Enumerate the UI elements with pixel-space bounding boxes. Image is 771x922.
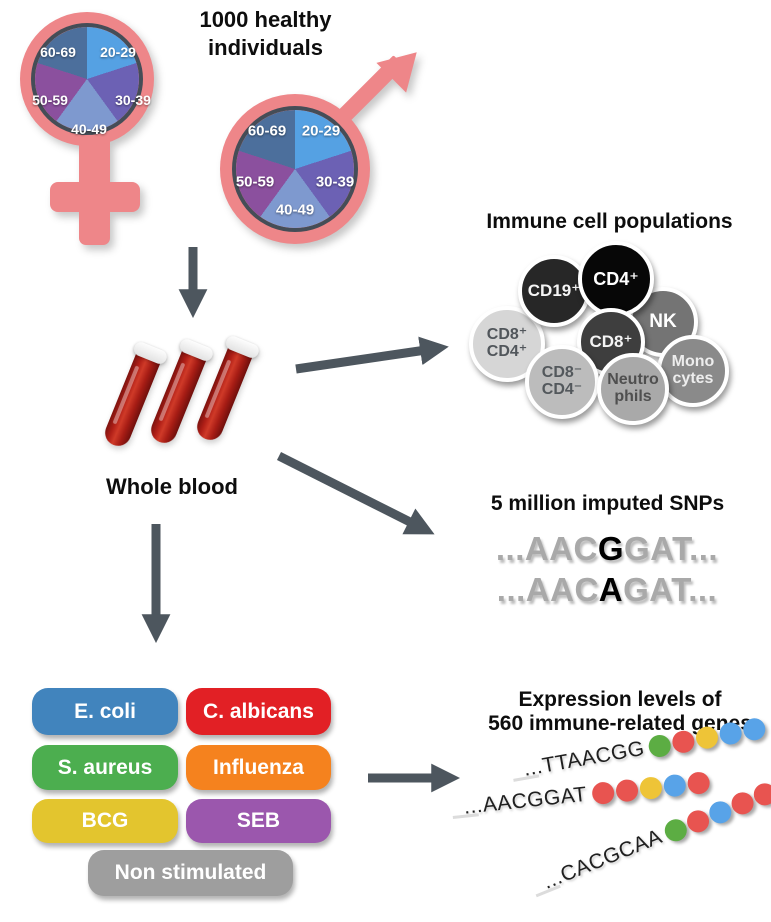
female-symbol-crossbar: [50, 182, 140, 212]
snp-prefix: ...AAC: [496, 571, 599, 608]
cell-neutrophils: Neutro phils: [597, 353, 669, 425]
female-age-pie: [35, 27, 139, 131]
red-expression-dot: [671, 728, 697, 755]
snp-suffix: GAT...: [623, 571, 718, 608]
age-label-40-49: 40-49: [275, 201, 315, 219]
gene-sequence-row: ...AACGGAT: [451, 770, 711, 821]
immune-cells-title: Immune cell populations: [486, 210, 733, 233]
female-pie-ring: [31, 23, 143, 135]
age-label-50-59: 50-59: [32, 92, 68, 108]
age-label-30-39: 30-39: [315, 173, 355, 191]
male-age-pie: [236, 110, 354, 228]
cell-cd19pos: CD19⁺: [518, 255, 590, 327]
age-label-60-69: 60-69: [247, 122, 287, 140]
stimulus-non-stimulated: Non stimulated: [88, 850, 293, 896]
gene-sequence-text: ...TTAACGG: [521, 736, 647, 781]
snp-sequence-alternate: ...AACAGAT...: [452, 571, 762, 609]
green-expression-dot: [647, 733, 673, 759]
female-symbol: 20-29 30-39 40-49 50-59 60-69: [18, 10, 168, 250]
cell-monocytes: Mono cytes: [657, 335, 729, 407]
snp-suffix: GAT...: [624, 530, 719, 567]
snps-title: 5 million imputed SNPs: [490, 492, 725, 515]
age-label-20-29: 20-29: [100, 44, 136, 60]
cell-cd8neg-cd4neg: CD8⁻ CD4⁻: [525, 345, 599, 419]
stimulus-e-coli: E. coli: [32, 688, 178, 735]
red-expression-dot: [590, 781, 615, 806]
stimulus-s-aureus: S. aureus: [32, 745, 178, 790]
stimulus-influenza: Influenza: [186, 745, 331, 790]
stimulus-seb: SEB: [186, 799, 331, 843]
snp-sequence-reference: ...AACGGAT...: [452, 530, 762, 568]
arrow-blood-to-cells: [295, 336, 449, 374]
stimulus-bcg: BCG: [32, 799, 178, 843]
stimulus-c-albicans: C. albicans: [186, 688, 331, 735]
male-pie-ring: [232, 106, 358, 232]
age-label-50-59: 50-59: [235, 173, 275, 191]
whole-blood-label: Whole blood: [106, 474, 238, 499]
red-expression-dot: [614, 778, 639, 803]
blue-expression-dot: [662, 773, 687, 798]
blue-expression-dot: [741, 716, 768, 742]
expression-dots: [589, 771, 711, 806]
snp-variant-letter: A: [598, 571, 624, 608]
gene-sequence-text: ...AACGGAT: [462, 782, 589, 819]
yellow-expression-dot: [694, 724, 721, 751]
yellow-expression-dot: [638, 776, 663, 801]
male-symbol: 20-29 30-39 40-49 50-59 60-69: [218, 37, 433, 251]
cell-cd4pos: CD4⁺: [578, 241, 654, 317]
age-label-20-29: 20-29: [301, 122, 341, 140]
arrow-blood-to-snps: [276, 451, 435, 535]
snp-variant-letter: G: [597, 530, 625, 567]
cohort-title: 1000 healthy individuals: [199, 7, 332, 60]
age-label-60-69: 60-69: [40, 44, 76, 60]
blue-expression-dot: [718, 720, 744, 747]
red-expression-dot: [686, 771, 711, 796]
snp-prefix: ...AAC: [495, 530, 598, 567]
age-label-40-49: 40-49: [71, 121, 107, 137]
age-label-30-39: 30-39: [115, 92, 151, 108]
